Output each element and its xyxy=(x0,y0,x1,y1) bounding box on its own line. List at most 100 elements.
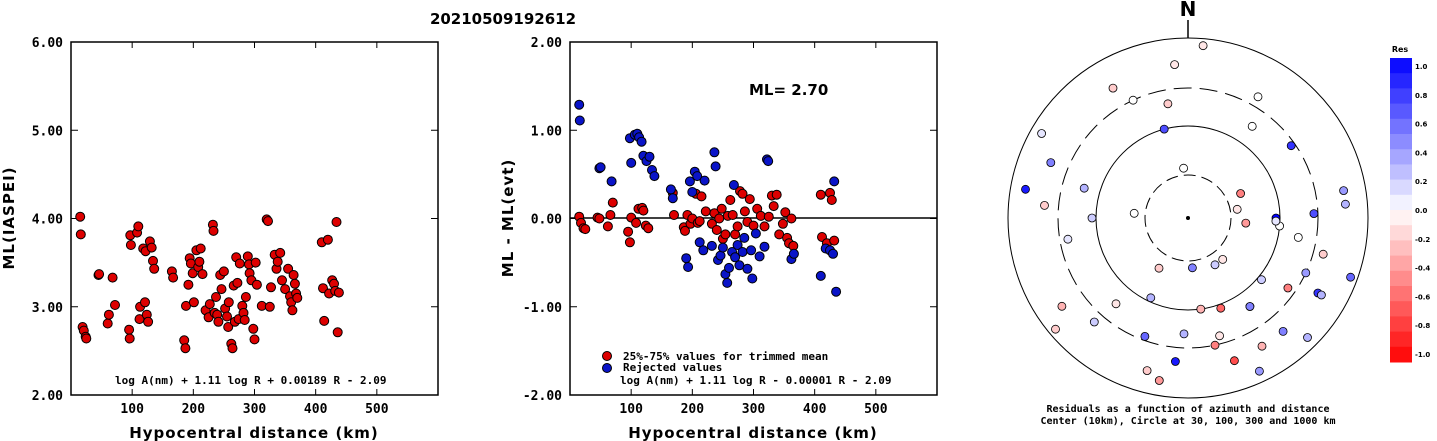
x-tick-label: 100 xyxy=(120,402,144,417)
station-point xyxy=(1245,302,1255,311)
trimmed-point xyxy=(727,210,738,220)
epicenter-dot xyxy=(1186,216,1190,220)
data-point xyxy=(289,278,300,289)
trimmed-point xyxy=(737,188,748,199)
event-title: 20210509192612 xyxy=(430,10,576,28)
colorbar-swatch xyxy=(1390,316,1412,333)
station-point xyxy=(1198,41,1208,51)
data-point xyxy=(239,315,250,325)
rejected-point xyxy=(683,262,694,272)
station-point xyxy=(1301,268,1311,278)
x-tick-label: 100 xyxy=(619,402,643,417)
caption-line-2: Center (10km), Circle at 30, 100, 300 an… xyxy=(1040,415,1335,427)
trimmed-point xyxy=(716,203,727,214)
trimmed-point xyxy=(624,237,635,248)
data-point xyxy=(194,256,205,267)
data-point xyxy=(103,309,114,320)
colorbar-label: 0.2 xyxy=(1415,178,1428,186)
y-tick-label: 5.00 xyxy=(32,124,63,139)
rejected-point xyxy=(747,273,758,284)
colorbar-swatch xyxy=(1390,73,1412,89)
x-tick-label: 200 xyxy=(681,402,705,417)
station-point xyxy=(1063,234,1073,244)
rejected-point xyxy=(684,176,695,187)
circle-30km xyxy=(1144,174,1232,262)
colorbar-swatch xyxy=(1390,286,1412,302)
trimmed-point xyxy=(786,213,797,224)
station-point xyxy=(1293,232,1303,242)
station-point xyxy=(1140,331,1150,341)
station-point xyxy=(1286,141,1296,151)
ml-value-label: ML= 2.70 xyxy=(749,81,828,99)
data-point xyxy=(275,247,286,258)
trimmed-point xyxy=(696,191,707,202)
x-tick-label: 500 xyxy=(365,402,389,417)
station-point xyxy=(1303,333,1312,342)
data-point xyxy=(183,279,194,290)
data-point xyxy=(332,327,343,338)
station-point xyxy=(1154,376,1164,385)
data-point xyxy=(124,333,135,344)
data-point xyxy=(140,297,150,308)
circle-300km xyxy=(1057,87,1319,349)
rejected-point xyxy=(574,115,585,126)
data-point xyxy=(168,272,179,283)
station-point xyxy=(1283,283,1293,293)
data-point xyxy=(195,243,206,254)
station-point xyxy=(1230,356,1239,366)
colorbar-swatch xyxy=(1390,270,1412,287)
data-point xyxy=(146,242,157,253)
rejected-point xyxy=(687,187,698,197)
rejected-point xyxy=(724,262,734,273)
station-point xyxy=(1255,366,1264,376)
station-point xyxy=(1257,275,1266,285)
data-point xyxy=(333,287,344,298)
station-point xyxy=(1257,341,1267,351)
station-point xyxy=(1040,200,1049,210)
trimmed-point xyxy=(763,211,774,222)
trimmed-point xyxy=(594,213,605,224)
y-axis-label: ML - ML(evt) xyxy=(499,159,517,277)
colorbar-label: -0.6 xyxy=(1415,293,1430,301)
data-point xyxy=(222,311,232,322)
trimmed-point xyxy=(815,189,826,200)
rejected-point xyxy=(717,242,728,253)
colorbar-title: Res xyxy=(1392,45,1409,54)
colorbar-swatch xyxy=(1390,346,1412,363)
station-point xyxy=(1232,204,1242,214)
rejected-point xyxy=(698,245,709,256)
data-point xyxy=(248,323,259,334)
colorbar-label: 0.6 xyxy=(1415,121,1428,129)
station-point xyxy=(1179,163,1188,173)
colorbar-swatch xyxy=(1390,103,1412,120)
data-point xyxy=(331,217,342,227)
ml-residual-panel: 100 200 300 400 500 -2.00 -1.00 0.00 1.00 2.00 ML… xyxy=(499,36,938,441)
colorbar-swatch xyxy=(1390,210,1412,226)
colorbar-label: 0.0 xyxy=(1415,207,1428,215)
trimmed-point xyxy=(638,205,649,216)
colorbar-swatch xyxy=(1390,134,1412,150)
y-tick-label: 4.00 xyxy=(32,213,63,228)
station-point xyxy=(1057,301,1067,311)
outer-circle-1000km xyxy=(1007,37,1369,399)
data-point xyxy=(264,301,275,312)
colorbar-swatch xyxy=(1390,164,1412,181)
colorbar-swatch xyxy=(1390,179,1412,196)
data-point xyxy=(180,343,191,354)
ml-iaspei-panel: 100 200 300 400 500 2.00 3.00 4.00 5.00 6.00 ML(I… xyxy=(0,36,439,441)
station-point xyxy=(1051,324,1060,334)
station-point xyxy=(1241,218,1251,228)
legend-label-rejected: Rejected values xyxy=(623,361,722,374)
colorbar-label: 0.8 xyxy=(1415,92,1428,100)
trimmed-point xyxy=(732,221,743,232)
station-point xyxy=(1215,331,1224,341)
rejected-point xyxy=(694,237,705,248)
colorbar-label: -0.4 xyxy=(1415,265,1430,273)
data-point xyxy=(149,263,160,274)
x-axis-label: Hypocentral distance (km) xyxy=(628,424,878,441)
data-point xyxy=(216,284,227,295)
data-point xyxy=(319,315,330,326)
station-point xyxy=(1087,213,1097,223)
data-point xyxy=(227,343,238,354)
colorbar-label: -0.8 xyxy=(1415,322,1430,330)
